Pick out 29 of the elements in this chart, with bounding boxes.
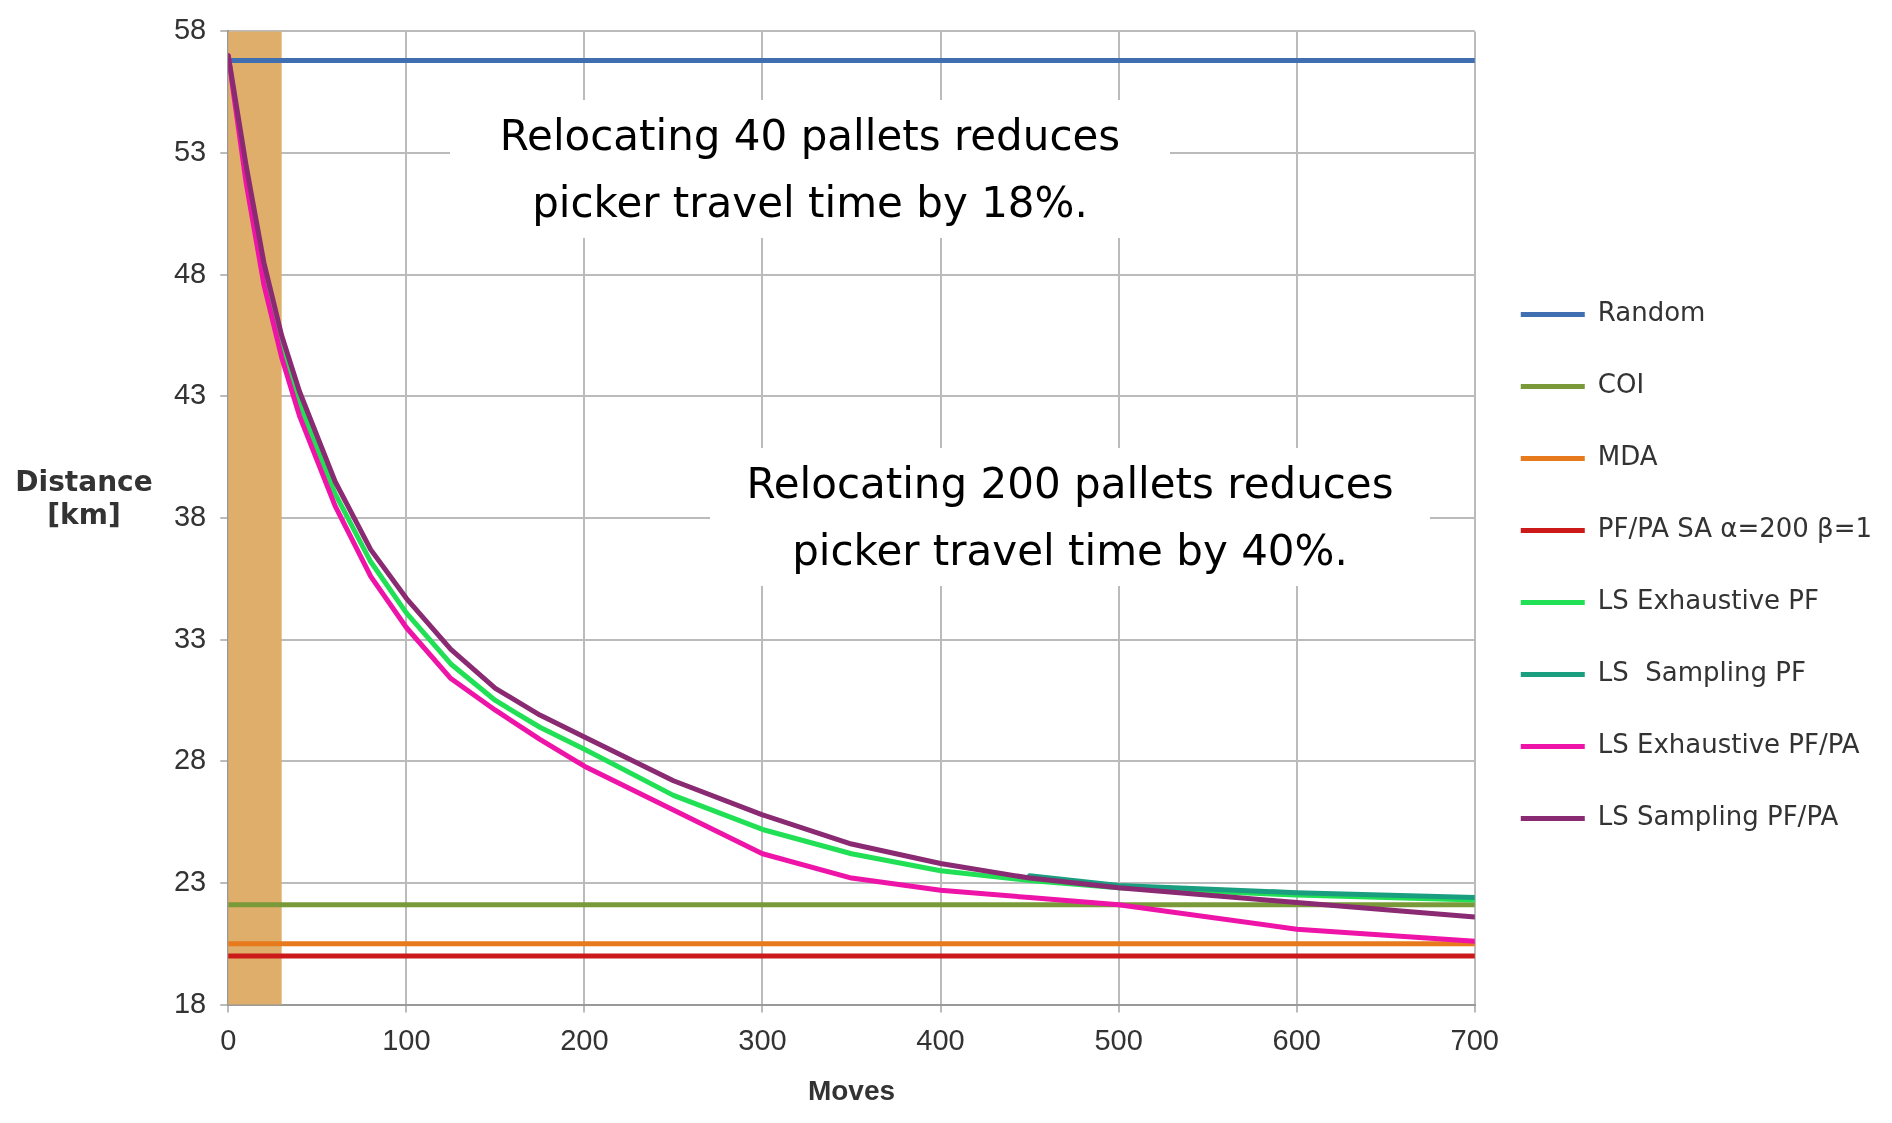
x-tick-label: 700 — [1450, 1024, 1499, 1056]
y-tick-label: 28 — [173, 743, 207, 776]
y-tick-label: 58 — [173, 13, 207, 46]
legend-label: Random — [1597, 297, 1706, 328]
x-tick-label: 300 — [738, 1024, 787, 1056]
y-axis-title: Distance [km] — [14, 465, 154, 531]
y-tick-label: 53 — [173, 135, 207, 168]
y-tick-label: 38 — [173, 500, 207, 532]
legend-label: MDA — [1597, 441, 1658, 472]
x-axis-title: Moves — [807, 1074, 896, 1106]
legend-label: LS Exhaustive PF — [1597, 585, 1819, 616]
x-tick-label: 600 — [1272, 1024, 1321, 1056]
y-tick-label: 33 — [173, 621, 207, 654]
y-tick-label: 48 — [173, 256, 207, 289]
x-tick-label: 400 — [916, 1024, 965, 1056]
x-tick-label: 100 — [382, 1024, 431, 1056]
x-tick-label: 0 — [220, 1024, 237, 1056]
legend-label: LS Exhaustive PF/PA — [1597, 729, 1860, 760]
legend-label: LS Sampling PF/PA — [1597, 801, 1839, 832]
legend-label: PF/PA SA α=200 β=1 — [1597, 513, 1872, 544]
y-tick-label: 23 — [173, 864, 207, 897]
x-tick-label: 200 — [560, 1024, 609, 1056]
y-tick-label: 18 — [173, 986, 207, 1019]
y-tick-label: 43 — [173, 378, 207, 411]
annotation: Relocating 40 pallets reduces picker travel time by 18%. — [450, 100, 1170, 239]
legend-label: LS Sampling PF — [1597, 657, 1806, 688]
legend-label: COI — [1597, 369, 1645, 400]
x-tick-label: 500 — [1094, 1024, 1143, 1056]
annotation: Relocating 200 pallets reduces picker travel time by 40%. — [710, 448, 1430, 587]
